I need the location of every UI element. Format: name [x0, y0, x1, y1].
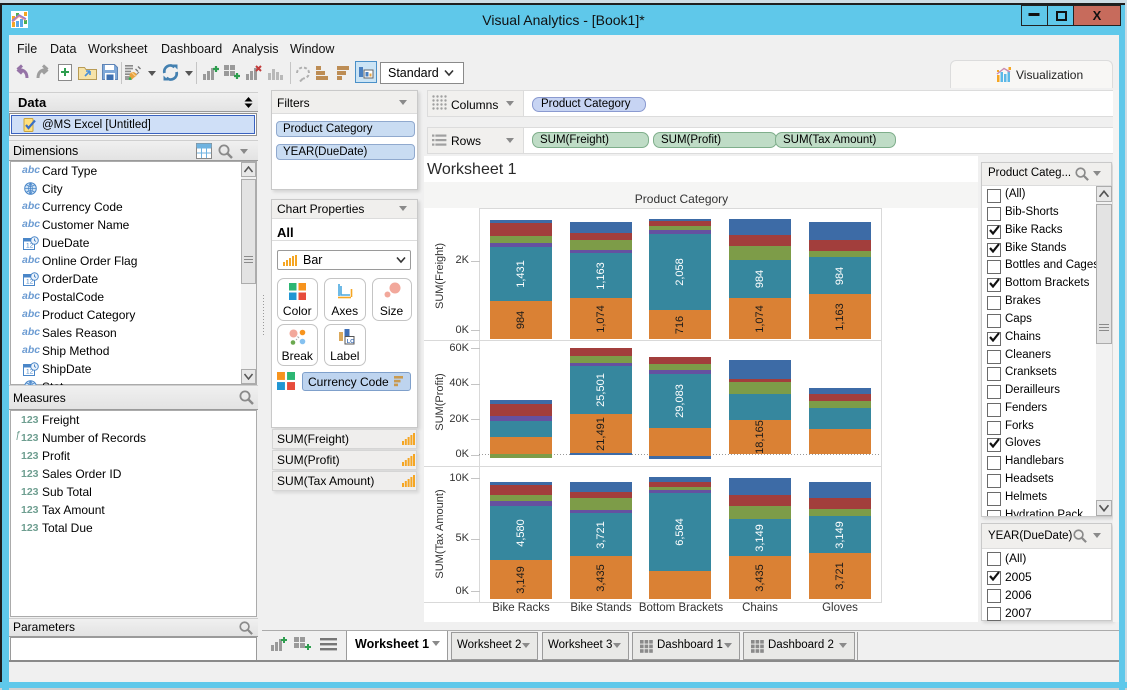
svg-text:LO: LO	[347, 339, 355, 345]
svg-text:12: 12	[26, 369, 34, 376]
svg-text:12: 12	[26, 279, 34, 286]
svg-text:12: 12	[26, 243, 34, 250]
